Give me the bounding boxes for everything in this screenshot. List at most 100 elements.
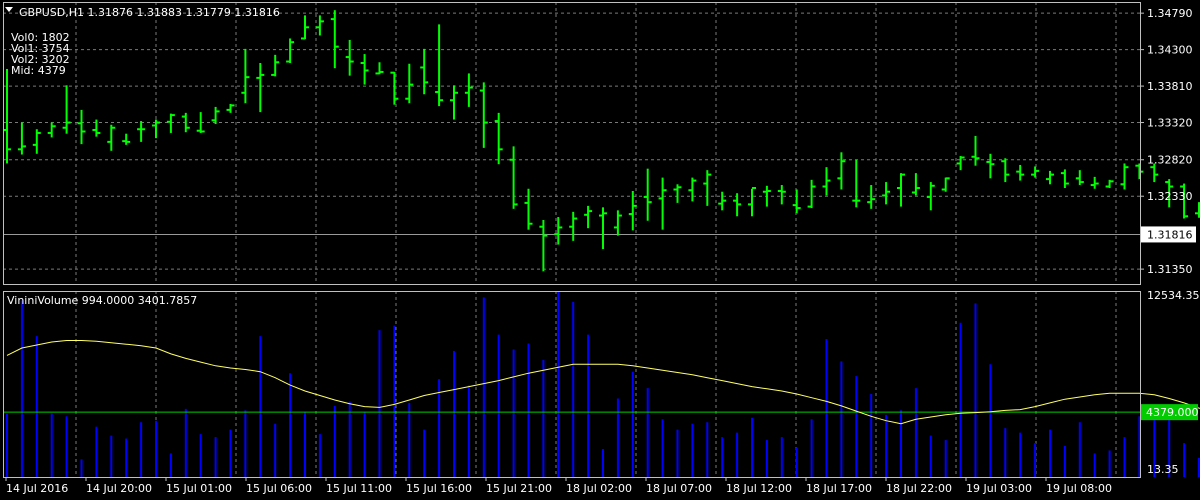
ohlc-bar [807, 179, 816, 209]
price-axis: 1.34790 1.34300 1.33810 1.33320 1.32820 1.323… [1140, 7, 1196, 276]
price-pane-frame [3, 2, 1141, 285]
price-pane [3, 10, 1200, 272]
ohlc-bar [882, 182, 891, 205]
ohlc-bar [1031, 166, 1040, 178]
ohlc-bar [777, 185, 786, 205]
volume-average-line [6, 340, 1200, 425]
ohlc-bar [867, 185, 876, 209]
ohlc-bar [286, 38, 295, 64]
ohlc-bar [77, 109, 86, 145]
time-tick-label: 15 Jul 21:00 [486, 482, 552, 495]
price-tick-label: 1.33320 [1147, 117, 1193, 130]
pane-frames [3, 2, 1141, 478]
ohlc-bar [941, 177, 950, 192]
volume-axis: 12534.35 4379.000 13.35 [1141, 289, 1200, 476]
ohlc-bar [92, 119, 101, 137]
ohlc-bar [1075, 170, 1084, 186]
ohlc-bar [539, 220, 548, 272]
ohlc-bar [152, 119, 160, 139]
ohlc-bar [822, 167, 831, 196]
price-chart-title: GBPUSD,H1 1.31876 1.31883 1.31779 1.3181… [19, 6, 280, 19]
ohlc-bar [1135, 163, 1144, 180]
ohlc-bar [464, 73, 473, 107]
ohlc-bar [1195, 202, 1200, 218]
ohlc-bar [122, 133, 131, 145]
ohlc-bar [971, 135, 980, 166]
ohlc-bar [181, 112, 190, 133]
ohlc-bar [405, 63, 414, 104]
ohlc-bar [569, 211, 578, 241]
volume-pane-frame [3, 291, 1141, 478]
ohlc-bar [435, 24, 444, 107]
time-tick-label: 18 Jul 07:00 [646, 482, 712, 495]
info-line-vol1: Vol1: 3754 [11, 42, 70, 55]
ohlc-bar [1180, 183, 1189, 219]
ohlc-bar [32, 129, 41, 154]
ohlc-bar [524, 188, 533, 230]
ohlc-bar [1016, 164, 1025, 181]
ohlc-bar [911, 173, 920, 196]
ohlc-bar [897, 173, 905, 207]
info-line-vol2: Vol2: 3202 [11, 53, 70, 66]
time-tick-label: 14 Jul 2016 [6, 482, 68, 495]
ohlc-bar [509, 146, 518, 209]
ohlc-bar [494, 112, 503, 165]
current-price-label: 1.31816 [1147, 228, 1193, 241]
info-line-mid: Mid: 4379 [11, 64, 66, 77]
time-axis: 14 Jul 2016 14 Jul 20:00 15 Jul 01:00 15 Ju… [5, 477, 1112, 495]
ohlc-bar [762, 185, 771, 207]
time-tick-label: 15 Jul 06:00 [246, 482, 312, 495]
ohlc-bar [390, 71, 399, 105]
ohlc-bar [256, 63, 265, 113]
ohlc-bar [62, 85, 71, 134]
volume-pane [3, 291, 1200, 477]
ohlc-bar [703, 170, 712, 206]
ohlc-bar [613, 210, 622, 236]
ohlc-bar [1046, 170, 1054, 185]
ohlc-bar [107, 124, 116, 151]
time-tick-label: 15 Jul 01:00 [166, 482, 232, 495]
ohlc-bar [1105, 179, 1114, 189]
time-tick-label: 14 Jul 20:00 [86, 482, 152, 495]
volume-level-label: 4379.000 [1146, 406, 1199, 419]
ohlc-bar [926, 182, 935, 211]
ohlc-bar [1090, 176, 1099, 189]
price-tick-label: 1.32330 [1147, 190, 1193, 203]
ohlc-bar [330, 10, 339, 69]
time-tick-label: 15 Jul 16:00 [406, 482, 472, 495]
price-tick-label: 1.34790 [1147, 7, 1193, 20]
ohlc-bar [837, 152, 846, 190]
ohlc-bar [1150, 163, 1159, 183]
ohlc-bar [599, 207, 607, 250]
ohlc-bar [450, 85, 458, 120]
ohlc-bar [241, 48, 250, 104]
ohlc-bar [315, 15, 324, 36]
price-tick-label: 1.32820 [1147, 154, 1193, 167]
ohlc-bar [345, 39, 354, 76]
ohlc-bar [733, 193, 742, 217]
ohlc-bar [166, 113, 175, 133]
ohlc-bar [792, 189, 801, 214]
ohlc-bar [1165, 179, 1174, 208]
ohlc-bar [375, 62, 384, 75]
ohlc-bar [554, 217, 563, 245]
time-tick-label: 19 Jul 03:00 [966, 482, 1032, 495]
grid-lines [3, 2, 1140, 477]
ohlc-bar [211, 106, 220, 125]
ohlc-bar [226, 103, 235, 113]
symbol-dropdown-icon[interactable] [5, 7, 13, 12]
time-tick-label: 15 Jul 11:00 [326, 482, 392, 495]
ohlc-bar [17, 122, 26, 155]
info-line-vol0: Vol0: 1802 [11, 31, 70, 44]
time-tick-label: 19 Jul 08:00 [1046, 482, 1112, 495]
ohlc-bar [301, 15, 309, 40]
time-tick-label: 18 Jul 22:00 [886, 482, 952, 495]
ohlc-bar [658, 177, 667, 230]
ohlc-bar [852, 159, 861, 208]
ohlc-bar [643, 168, 652, 221]
price-tick-label: 1.33810 [1147, 80, 1193, 93]
ohlc-bar [628, 190, 637, 231]
price-tick-label: 1.31350 [1147, 263, 1193, 276]
ohlc-bar [271, 54, 280, 77]
ohlc-bar [479, 82, 488, 148]
